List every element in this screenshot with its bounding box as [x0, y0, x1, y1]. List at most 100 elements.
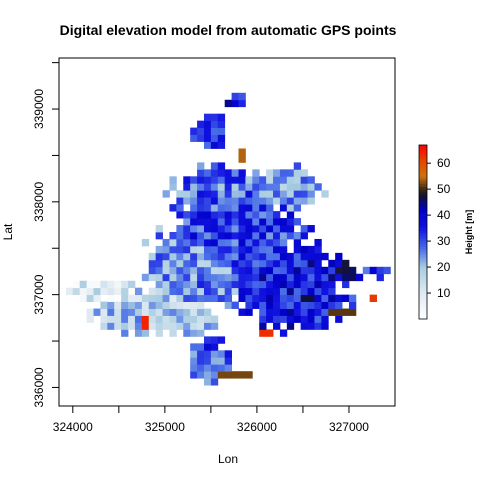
colorbar-swatch — [419, 235, 427, 239]
raster-cell — [348, 308, 357, 316]
raster-cell — [273, 322, 281, 330]
raster-cell — [259, 183, 267, 191]
raster-cell — [321, 280, 329, 289]
raster-cell — [217, 162, 226, 170]
raster-cell — [273, 183, 281, 191]
raster-cell — [259, 232, 267, 240]
raster-cell — [259, 238, 267, 247]
raster-cell — [279, 301, 288, 309]
raster-cell — [86, 315, 94, 323]
raster-cell — [197, 176, 205, 184]
colorbar-swatch — [419, 308, 427, 312]
raster-cell — [286, 225, 295, 233]
raster-cell — [328, 294, 336, 302]
raster-cell — [210, 176, 219, 184]
raster-cell — [197, 294, 205, 302]
colorbar-tick-label: 30 — [437, 234, 451, 248]
raster-cell — [169, 294, 177, 302]
raster-cell — [293, 259, 302, 268]
colorbar-tick-label: 20 — [437, 260, 451, 274]
raster-cell — [107, 287, 115, 296]
raster-cell — [286, 322, 295, 330]
raster-cell — [245, 252, 253, 261]
raster-cell — [203, 364, 212, 372]
raster-cell — [231, 211, 239, 219]
raster-cell — [217, 364, 226, 372]
colorbar-swatch — [419, 285, 427, 289]
colorbar-swatch — [419, 241, 427, 244]
raster-cell — [134, 294, 143, 302]
raster-cell — [279, 225, 288, 233]
raster-cell — [121, 322, 129, 330]
raster-cell — [210, 287, 219, 296]
raster-cell — [321, 190, 329, 198]
raster-cell — [307, 294, 315, 302]
raster-cell — [190, 301, 198, 309]
colorbar-swatch — [419, 295, 427, 299]
raster-cell — [190, 190, 198, 198]
raster-cell — [259, 197, 267, 205]
colorbar-swatch — [419, 300, 427, 304]
raster-cell — [169, 266, 177, 275]
raster-cell — [266, 218, 274, 226]
raster-cell — [169, 308, 177, 316]
raster-cell — [245, 294, 253, 302]
raster-cell — [238, 245, 246, 254]
raster-cell — [217, 120, 226, 128]
raster-cell — [273, 266, 281, 275]
raster-cell — [141, 273, 150, 282]
raster-cell — [266, 204, 274, 212]
raster-cell — [134, 287, 143, 296]
raster-cell — [314, 315, 322, 323]
raster-cell — [314, 280, 322, 289]
raster-cell — [252, 190, 260, 198]
raster-cell — [190, 183, 198, 191]
raster-cell — [231, 176, 239, 184]
raster-cell — [176, 204, 184, 212]
raster-cell — [307, 225, 315, 233]
raster-cell — [266, 225, 274, 233]
raster-cell — [238, 308, 246, 316]
raster-cell — [210, 134, 219, 142]
raster-cell — [259, 245, 267, 254]
raster-cell — [155, 266, 163, 275]
colorbar-swatch — [419, 191, 427, 195]
raster-cell — [245, 245, 253, 254]
raster-cell — [376, 273, 384, 282]
raster-cell — [266, 287, 274, 296]
raster-cell — [190, 197, 198, 205]
raster-cell — [314, 294, 322, 302]
raster-cell — [273, 232, 281, 240]
raster-cell — [190, 245, 198, 254]
raster-cell — [155, 287, 163, 296]
raster-cell — [203, 287, 212, 296]
raster-cell — [203, 238, 212, 247]
raster-cell — [286, 308, 295, 316]
raster-cell — [162, 322, 170, 330]
colorbar-swatch — [419, 209, 427, 213]
raster-cell — [307, 280, 315, 289]
raster-cell — [307, 287, 315, 296]
raster-cell — [314, 266, 322, 275]
raster-cell — [86, 287, 94, 296]
raster-cell — [197, 364, 205, 372]
raster-cell — [286, 280, 295, 289]
raster-cell — [300, 190, 308, 198]
raster-cell — [238, 371, 246, 379]
raster-cell — [238, 155, 246, 163]
raster-cell — [155, 232, 163, 240]
raster-cell — [328, 301, 336, 309]
raster-cell — [183, 287, 191, 296]
raster-cell — [252, 197, 260, 205]
raster-cell — [217, 134, 226, 142]
raster-cell — [217, 371, 226, 379]
raster-cell — [128, 280, 136, 289]
raster-cell — [210, 141, 219, 149]
raster-cell — [321, 266, 329, 275]
colorbar-swatch — [419, 256, 427, 260]
raster-cell — [238, 169, 246, 177]
raster-cell — [210, 350, 219, 358]
raster-cell — [134, 315, 143, 323]
raster-cell — [203, 322, 212, 330]
colorbar-frame — [418, 144, 428, 320]
